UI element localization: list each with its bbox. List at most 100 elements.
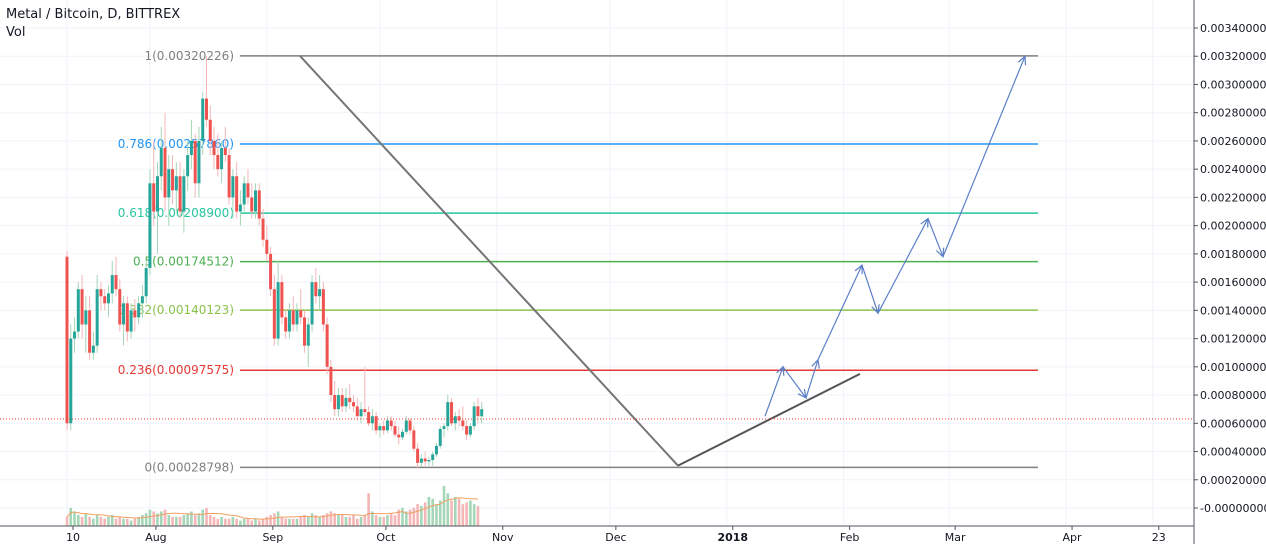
time-tick-label: Dec [605, 531, 626, 544]
projection-arrowhead [1017, 54, 1027, 66]
volume-bar [182, 515, 186, 526]
time-tick-label: Sep [262, 531, 283, 544]
candle-body [91, 345, 95, 353]
price-tick-label: 0.00200000 [1200, 220, 1266, 233]
volume-bar [137, 516, 140, 526]
candle-body [186, 155, 190, 177]
candle-body [95, 289, 99, 346]
symbol-title: Metal / Bitcoin, D, BITTREX [6, 7, 181, 22]
candle-body [99, 289, 103, 297]
time-axis[interactable]: 10 Aug Sep Oct Nov Dec 2018 Feb Mar Apr 23 [0, 525, 1194, 544]
candle-body [408, 420, 412, 431]
volume-bar [412, 507, 416, 526]
candle-body [393, 426, 397, 435]
candle-body [336, 395, 340, 410]
volume-bar [133, 518, 137, 526]
volume-bar [220, 516, 223, 526]
price-tick-label: 0.00140000 [1200, 304, 1266, 317]
volume-bar [322, 515, 325, 526]
volume-bar [265, 516, 269, 526]
time-tick-label: Nov [492, 531, 514, 544]
candle-body [348, 397, 352, 403]
volume-bar [291, 518, 295, 526]
volume-bar [110, 515, 114, 526]
volume-bar [103, 518, 106, 526]
volume-bar [389, 513, 393, 526]
volume-bar [235, 518, 238, 526]
candle-body [114, 275, 118, 290]
candle-body [287, 310, 291, 332]
candle-body [363, 409, 367, 412]
candle-body [325, 324, 329, 367]
candle-body [276, 282, 280, 339]
volume-bar [208, 515, 212, 526]
volume-bar [73, 511, 76, 526]
candle-body [427, 460, 431, 462]
candle-body [419, 458, 423, 463]
volume-bar [201, 509, 205, 526]
candle-body [106, 293, 110, 304]
candle-body [333, 395, 337, 410]
candle-body [73, 331, 77, 339]
volume-bar [246, 518, 250, 526]
volume-bar [329, 511, 333, 526]
candle-body [197, 140, 201, 184]
volume-bar [69, 507, 73, 526]
volume-bar [427, 496, 431, 526]
trendlines[interactable] [299, 55, 861, 467]
volume-bar [88, 516, 91, 526]
candle-body [201, 98, 205, 141]
volume-bar [84, 513, 88, 526]
volume-bar [310, 513, 314, 526]
candle-body [423, 458, 427, 462]
candle-body [329, 366, 333, 396]
volume-bar [163, 509, 167, 526]
candle-body [220, 148, 224, 170]
volume-bar [393, 515, 397, 526]
volume-bar [355, 518, 359, 526]
projection-arrows[interactable] [764, 54, 1027, 417]
candle-body [442, 426, 446, 429]
candle-body [103, 296, 107, 304]
candle-body [155, 176, 159, 212]
projection-segment [782, 366, 807, 399]
chart-header: Metal / Bitcoin, D, BITTREX Vol [6, 6, 180, 42]
volume-bars [65, 486, 480, 526]
candle-body [212, 140, 216, 156]
fibonacci-retracement[interactable]: 1(0.00320226) 0.786(0.00257860) 0.618(0.00… [118, 49, 1038, 474]
candle-body [306, 324, 310, 346]
volume-bar [99, 516, 103, 526]
volume-bar [186, 513, 189, 526]
fib-level-label: 0.618(0.00208900) [118, 206, 234, 220]
candle-body [291, 310, 295, 325]
candle-body [461, 420, 465, 427]
volume-bar [261, 518, 265, 526]
volume-bar [405, 511, 408, 526]
time-tick-label: 23 [1152, 531, 1166, 544]
volume-bar [314, 515, 318, 526]
volume-bar [333, 513, 336, 526]
price-tick-label: 0.00220000 [1200, 191, 1266, 204]
price-tick-label: 0.00280000 [1200, 107, 1266, 120]
volume-bar [257, 520, 261, 526]
candle-body [401, 431, 405, 438]
price-axis[interactable]: 0.00340000 0.00320000 0.00300000 0.00280000… [1193, 0, 1266, 544]
price-tick-label: 0.00300000 [1200, 78, 1266, 91]
candle-body [238, 204, 242, 212]
volume-bar [337, 515, 340, 526]
volume-bar [80, 516, 84, 526]
volume-moving-average [66, 497, 478, 520]
volume-bar [107, 516, 110, 526]
candle-body [269, 253, 273, 290]
price-tick-label: 0.00060000 [1200, 417, 1266, 430]
volume-bar [420, 506, 423, 526]
candle-body [453, 416, 457, 424]
volume-bar [469, 500, 472, 526]
candle-body [140, 296, 144, 304]
volume-bar [325, 513, 329, 526]
candle-body [88, 310, 92, 353]
candle-body [370, 416, 374, 424]
fib-level-label: 0.382(0.00140123) [118, 303, 234, 317]
volume-bar [276, 511, 280, 526]
candle-body [216, 155, 220, 170]
